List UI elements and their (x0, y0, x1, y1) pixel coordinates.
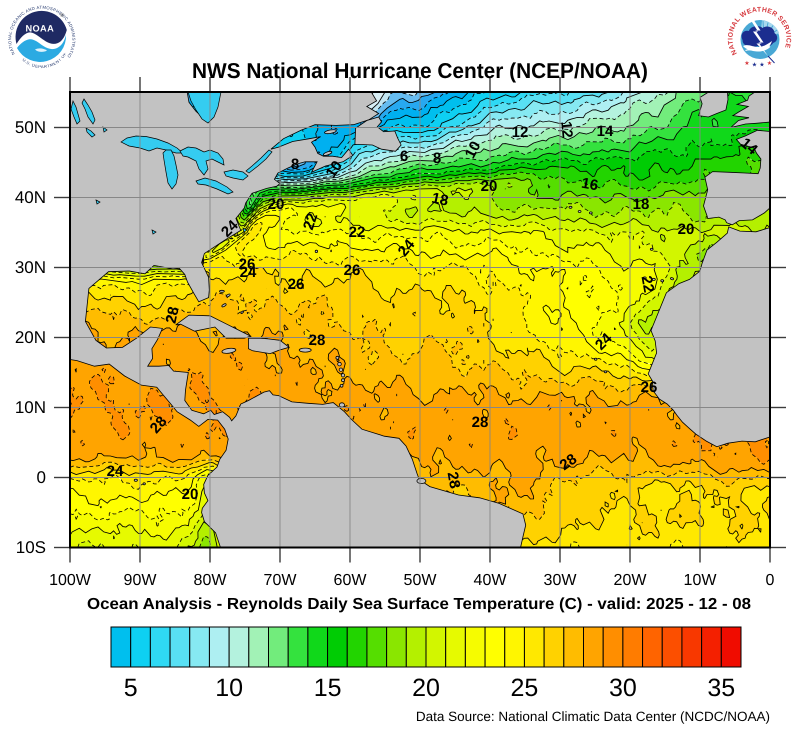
svg-text:14: 14 (597, 123, 614, 140)
svg-text:★: ★ (759, 62, 764, 69)
svg-text:26: 26 (344, 262, 361, 279)
svg-text:20: 20 (412, 674, 440, 702)
svg-text:20: 20 (182, 486, 199, 503)
svg-text:100W: 100W (49, 572, 92, 589)
svg-text:22: 22 (300, 211, 321, 232)
svg-text:6: 6 (400, 148, 408, 165)
svg-text:0: 0 (37, 468, 46, 487)
svg-text:20: 20 (268, 196, 285, 213)
svg-text:26: 26 (288, 276, 305, 293)
svg-text:90W: 90W (124, 572, 158, 589)
svg-text:15: 15 (314, 674, 342, 702)
svg-text:40N: 40N (15, 188, 46, 207)
svg-text:Ocean Analysis - Reynolds Dail: Ocean Analysis - Reynolds Daily Sea Surf… (87, 596, 751, 613)
svg-text:28: 28 (444, 471, 464, 490)
svg-text:16: 16 (580, 175, 599, 195)
svg-text:70W: 70W (264, 572, 298, 589)
svg-text:28: 28 (557, 451, 580, 474)
svg-text:26: 26 (641, 379, 658, 396)
svg-text:8: 8 (433, 150, 441, 167)
svg-text:NWS National Hurricane Center: NWS National Hurricane Center (NCEP/NOAA… (192, 59, 648, 83)
svg-text:10: 10 (215, 674, 243, 702)
svg-text:★: ★ (767, 60, 772, 67)
svg-text:18: 18 (430, 190, 450, 210)
svg-text:8: 8 (291, 156, 299, 173)
svg-text:25: 25 (510, 674, 538, 702)
svg-text:30N: 30N (15, 258, 46, 277)
svg-text:5: 5 (124, 674, 138, 702)
svg-text:24: 24 (107, 463, 124, 480)
svg-text:12: 12 (557, 121, 575, 139)
svg-text:★: ★ (744, 60, 749, 67)
svg-text:10: 10 (323, 158, 346, 181)
svg-text:20N: 20N (15, 328, 46, 347)
svg-text:28: 28 (163, 305, 183, 325)
svg-text:50W: 50W (404, 572, 438, 589)
svg-text:20: 20 (678, 221, 695, 238)
svg-text:24: 24 (240, 264, 257, 281)
svg-text:50N: 50N (15, 118, 46, 137)
svg-text:60W: 60W (334, 572, 368, 589)
svg-text:Data Source: National Climatic: Data Source: National Climatic Data Cent… (416, 709, 770, 724)
svg-text:20W: 20W (614, 572, 648, 589)
svg-text:NOAA: NOAA (25, 23, 54, 33)
svg-text:®: ® (60, 13, 64, 19)
svg-text:0: 0 (766, 572, 775, 589)
svg-text:22: 22 (349, 224, 366, 241)
svg-text:40W: 40W (474, 572, 508, 589)
svg-text:30: 30 (609, 674, 637, 702)
svg-text:22: 22 (638, 275, 658, 294)
svg-text:10S: 10S (16, 538, 46, 557)
svg-text:80W: 80W (194, 572, 228, 589)
svg-text:★: ★ (752, 62, 757, 69)
svg-text:26: 26 (239, 256, 256, 273)
svg-text:30W: 30W (544, 572, 578, 589)
svg-text:10: 10 (462, 139, 485, 162)
svg-text:20: 20 (481, 178, 498, 195)
svg-text:10N: 10N (15, 398, 46, 417)
svg-text:28: 28 (309, 332, 326, 349)
svg-text:12: 12 (512, 124, 529, 141)
svg-text:28: 28 (472, 414, 489, 431)
svg-text:35: 35 (707, 674, 735, 702)
svg-text:18: 18 (633, 196, 650, 213)
svg-text:10W: 10W (684, 572, 718, 589)
